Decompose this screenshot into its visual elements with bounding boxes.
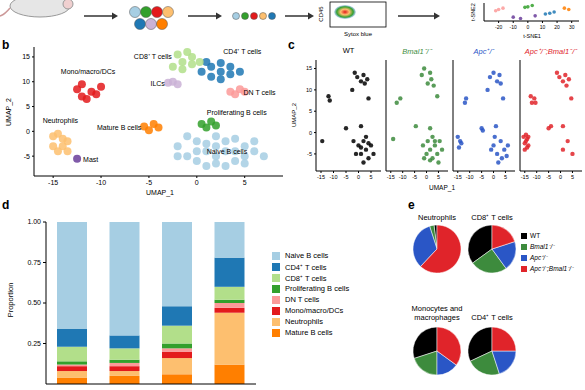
svg-text:Mature B cells: Mature B cells	[97, 124, 142, 131]
html-text:Bmal1⁻/⁻: Bmal1⁻/⁻	[402, 47, 432, 56]
svg-text:-5: -5	[546, 174, 551, 180]
svg-text:t-SNE1: t-SNE1	[523, 33, 541, 39]
html-text:Apc⁺/⁻: Apc⁺/⁻	[530, 254, 547, 261]
svg-text:-5: -5	[344, 174, 349, 180]
svg-text:-10: -10	[330, 174, 338, 180]
svg-text:10: 10	[306, 87, 312, 93]
svg-text:-5: -5	[479, 174, 484, 180]
svg-text:0: 0	[492, 174, 495, 180]
svg-text:DN T cells: DN T cells	[244, 89, 277, 96]
svg-text:0.75: 0.75	[27, 259, 41, 266]
svg-text:0: 0	[425, 174, 428, 180]
svg-text:-10: -10	[510, 24, 517, 30]
html-text:Bmal1⁻/⁻: Bmal1⁻/⁻	[530, 243, 555, 250]
svg-text:5: 5	[309, 108, 312, 114]
html-text:UMAP_2: UMAP_2	[4, 98, 12, 126]
svg-text:-15: -15	[317, 174, 325, 180]
svg-text:t-SNE2: t-SNE2	[470, 3, 476, 21]
svg-text:20: 20	[554, 24, 560, 30]
svg-text:-15: -15	[454, 174, 462, 180]
svg-text:15: 15	[306, 65, 312, 71]
html-text:Mature B cells: Mature B cells	[285, 328, 333, 337]
svg-text:10: 10	[22, 78, 30, 85]
html-text:Naive B cells: Naive B cells	[285, 251, 329, 260]
svg-text:-10: -10	[533, 174, 541, 180]
svg-text:-10: -10	[96, 179, 106, 186]
html-text:e: e	[408, 198, 415, 212]
html-text:CD4⁺ T cells: CD4⁺ T cells	[285, 262, 327, 272]
svg-text:0: 0	[309, 130, 312, 136]
svg-text:5: 5	[504, 174, 507, 180]
svg-text:-5: -5	[307, 151, 312, 157]
svg-text:5: 5	[243, 179, 247, 186]
html-text:Apc⁺/⁻: Apc⁺/⁻	[473, 47, 495, 56]
html-text:WT: WT	[530, 232, 541, 239]
html-text:Monocytes and macrophages: Monocytes and macrophages	[411, 304, 463, 322]
html-text:c: c	[288, 38, 295, 52]
svg-text:-10: -10	[466, 174, 474, 180]
html-text:Neutrophils: Neutrophils	[285, 317, 323, 326]
svg-text:Mono/macro/DCs: Mono/macro/DCs	[61, 68, 116, 75]
html-text:WT: WT	[342, 46, 355, 55]
svg-text:-15: -15	[48, 179, 58, 186]
html-text:Neutrophils: Neutrophils	[418, 213, 456, 222]
html-text:Mono/macro/DCs: Mono/macro/DCs	[285, 306, 344, 315]
svg-text:5: 5	[26, 103, 30, 110]
svg-text:0.25: 0.25	[27, 340, 41, 347]
html-text:UMAP_1: UMAP_1	[429, 184, 455, 191]
svg-text:0: 0	[559, 174, 562, 180]
html-text:Proliferating B cells: Proliferating B cells	[285, 284, 350, 293]
html-text:Apc⁺/⁻;Bmal1⁻/⁻: Apc⁺/⁻;Bmal1⁻/⁻	[530, 265, 573, 272]
svg-text:0: 0	[195, 179, 199, 186]
svg-text:-15: -15	[521, 174, 529, 180]
svg-text:Neutrophils: Neutrophils	[43, 117, 79, 125]
svg-text:-10: -10	[399, 174, 407, 180]
svg-text:Naive B cells: Naive B cells	[207, 148, 248, 155]
svg-text:0.50: 0.50	[27, 299, 41, 306]
svg-text:10: 10	[540, 24, 546, 30]
svg-text:15: 15	[22, 53, 30, 60]
svg-text:5: 5	[437, 174, 440, 180]
html-text:UMAP_1: UMAP_1	[146, 189, 174, 196]
svg-text:CD4⁺ T cells: CD4⁺ T cells	[223, 48, 261, 55]
svg-text:-15: -15	[387, 174, 395, 180]
svg-text:Mast: Mast	[83, 156, 98, 163]
svg-text:30: 30	[569, 24, 575, 30]
html-text:DN T cells: DN T cells	[285, 295, 320, 304]
svg-text:5: 5	[571, 174, 574, 180]
html-text:d: d	[2, 198, 10, 212]
svg-text:-5: -5	[146, 179, 152, 186]
svg-text:CD8⁺ T cells: CD8⁺ T cells	[134, 53, 172, 60]
svg-text:0: 0	[26, 128, 30, 135]
svg-text:Proliferating B cells: Proliferating B cells	[207, 109, 267, 117]
html-text:UMAP_2: UMAP_2	[291, 103, 297, 127]
html-text:b: b	[2, 38, 10, 52]
svg-text:CD45: CD45	[318, 6, 324, 22]
svg-text:0: 0	[526, 24, 529, 30]
html-text:CD4⁺ T cells: CD4⁺ T cells	[471, 313, 513, 322]
svg-text:-5: -5	[412, 174, 417, 180]
html-text:CD8⁺ T cells: CD8⁺ T cells	[471, 213, 513, 222]
svg-text:-5: -5	[24, 153, 30, 160]
svg-text:5: 5	[369, 174, 372, 180]
svg-text:1.00: 1.00	[27, 218, 41, 225]
html-text:Proportion: Proportion	[5, 282, 15, 318]
html-text:Apc⁺/⁻;Bmal1⁻/⁻: Apc⁺/⁻;Bmal1⁻/⁻	[524, 47, 578, 56]
svg-text:0: 0	[357, 174, 360, 180]
svg-text:ILCs: ILCs	[150, 80, 165, 87]
svg-text:-20: -20	[495, 24, 502, 30]
svg-text:Sytox blue: Sytox blue	[344, 31, 373, 37]
html-text:CD8⁺ T cells: CD8⁺ T cells	[285, 273, 327, 283]
